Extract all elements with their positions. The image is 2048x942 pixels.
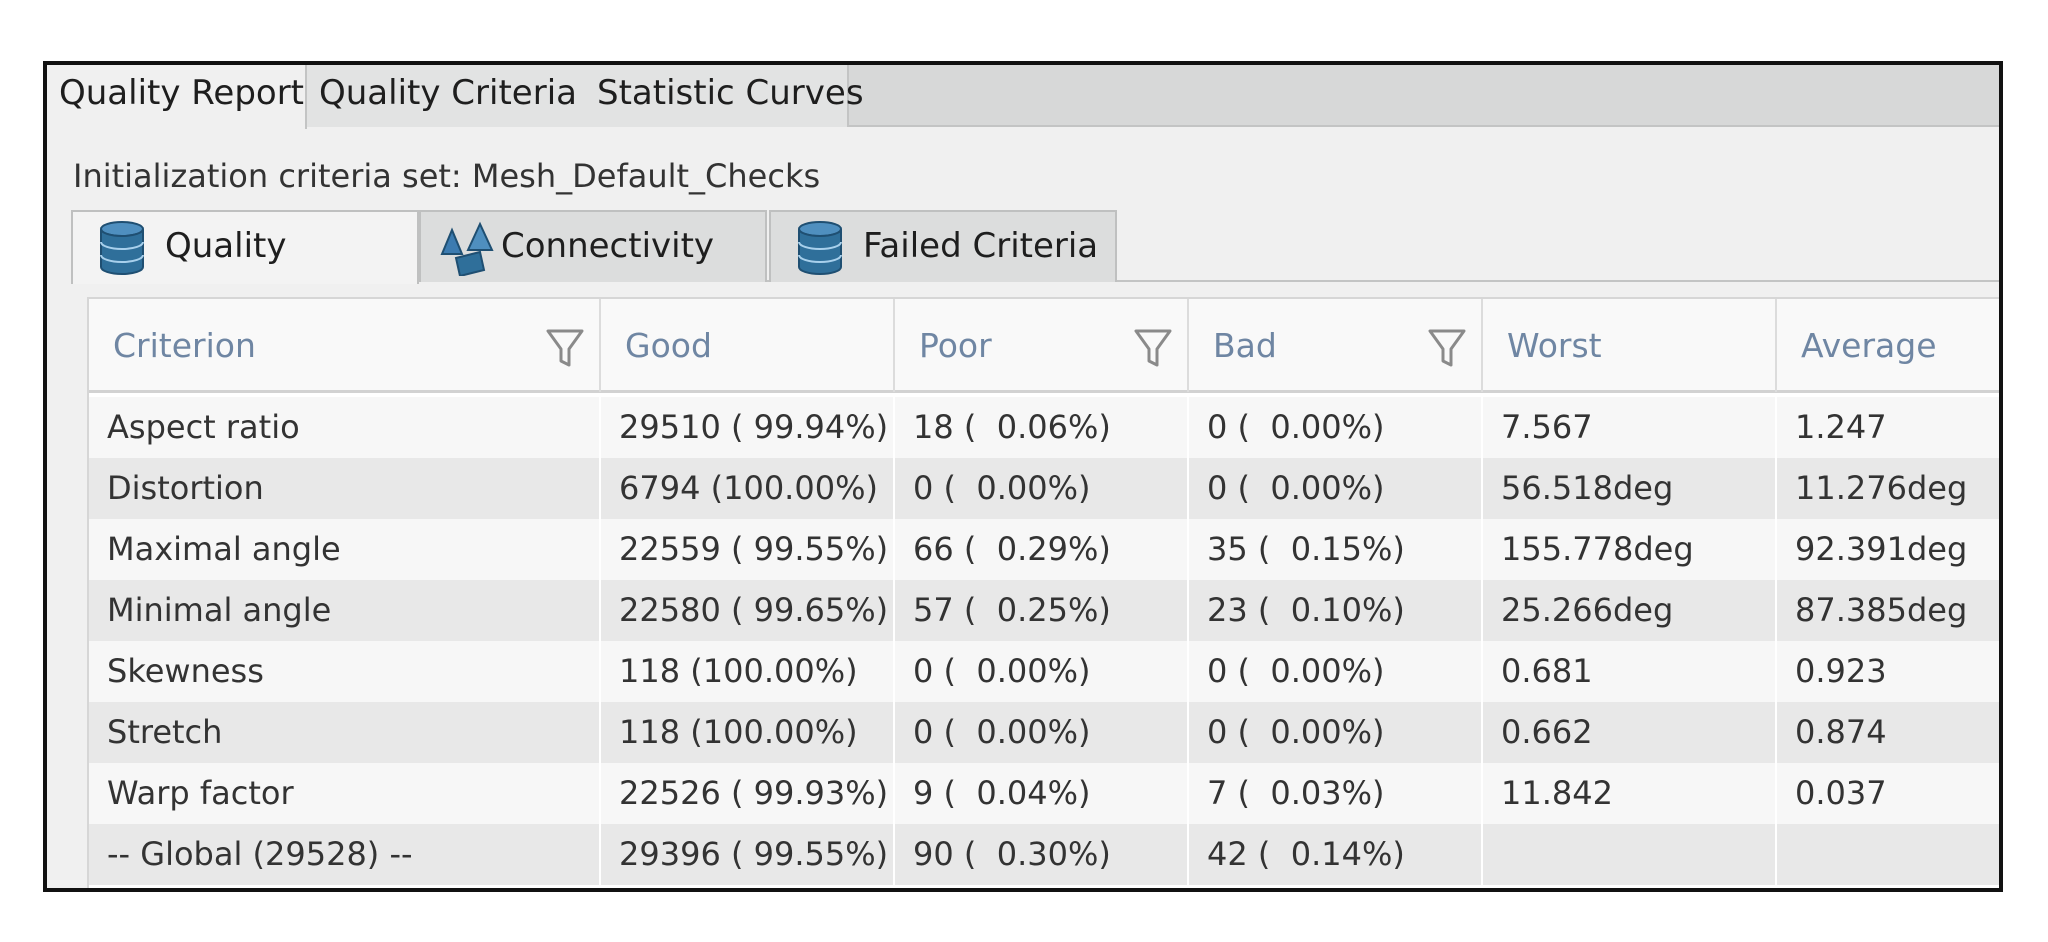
cell-bad: 42 ( 0.14%) — [1189, 824, 1483, 885]
cell-average: 0.037 — [1777, 763, 1999, 824]
filter-icon[interactable] — [1133, 327, 1173, 371]
cell-average: 92.391deg — [1777, 519, 1999, 580]
cell-bad: 23 ( 0.10%) — [1189, 580, 1483, 641]
column-header-label: Criterion — [113, 326, 256, 365]
cell-poor: 0 ( 0.00%) — [895, 702, 1189, 763]
cell-average: 87.385deg — [1777, 580, 1999, 641]
table-row[interactable]: Warp factor 22526 ( 99.93%) 9 ( 0.04%) 7… — [89, 763, 1999, 824]
cell-criterion: Skewness — [89, 641, 601, 702]
cell-average: 0.874 — [1777, 702, 1999, 763]
column-header-average[interactable]: Average — [1777, 299, 1999, 392]
cell-good: 29510 ( 99.94%) — [601, 397, 895, 458]
filter-icon[interactable] — [1427, 327, 1467, 371]
subtab-connectivity[interactable]: Connectivity — [419, 210, 767, 282]
filter-icon[interactable] — [545, 327, 585, 371]
column-header-label: Bad — [1213, 326, 1277, 365]
cell-criterion: Warp factor — [89, 763, 601, 824]
cell-bad: 0 ( 0.00%) — [1189, 458, 1483, 519]
shapes-icon — [440, 221, 494, 276]
cell-worst: 155.778deg — [1483, 519, 1777, 580]
cell-worst — [1483, 824, 1777, 885]
cell-poor: 0 ( 0.00%) — [895, 641, 1189, 702]
cell-good: 22559 ( 99.55%) — [601, 519, 895, 580]
cell-poor: 66 ( 0.29%) — [895, 519, 1189, 580]
cell-good: 118 (100.00%) — [601, 702, 895, 763]
cell-worst: 0.681 — [1483, 641, 1777, 702]
column-header-label: Poor — [919, 326, 992, 365]
cell-bad: 35 ( 0.15%) — [1189, 519, 1483, 580]
cell-worst: 7.567 — [1483, 397, 1777, 458]
cell-worst: 56.518deg — [1483, 458, 1777, 519]
tab-statistic-curves[interactable]: Statistic Curves — [585, 65, 864, 127]
tab-quality-report[interactable]: Quality Report — [47, 65, 307, 129]
subtab-connectivity-label: Connectivity — [501, 226, 715, 266]
column-header-good[interactable]: Good — [601, 299, 895, 392]
cell-poor: 18 ( 0.06%) — [895, 397, 1189, 458]
cell-criterion: Distortion — [89, 458, 601, 519]
cell-good: 22526 ( 99.93%) — [601, 763, 895, 824]
subtab-failed-criteria-label: Failed Criteria — [863, 226, 1099, 266]
cell-good: 22580 ( 99.65%) — [601, 580, 895, 641]
cell-poor: 90 ( 0.30%) — [895, 824, 1189, 885]
tab-quality-criteria-label: Quality Criteria — [319, 73, 577, 113]
cell-bad: 0 ( 0.00%) — [1189, 397, 1483, 458]
cell-criterion: Stretch — [89, 702, 601, 763]
cell-average: 0.923 — [1777, 641, 1999, 702]
cell-average: 11.276deg — [1777, 458, 1999, 519]
top-tab-strip: Quality Report Quality Criteria Statisti… — [47, 65, 1999, 129]
tab-quality-report-label: Quality Report — [59, 73, 305, 113]
subtab-quality[interactable]: Quality — [71, 210, 419, 284]
cell-worst: 25.266deg — [1483, 580, 1777, 641]
cell-criterion: Minimal angle — [89, 580, 601, 641]
cell-bad: 0 ( 0.00%) — [1189, 641, 1483, 702]
cell-criterion: Aspect ratio — [89, 397, 601, 458]
criteria-set-label: Initialization criteria set: Mesh_Defaul… — [73, 157, 821, 195]
table-header: Criterion Good Poor Bad W — [89, 297, 1999, 393]
column-header-label: Average — [1801, 326, 1937, 365]
column-header-criterion[interactable]: Criterion — [89, 299, 601, 392]
cell-average: 1.247 — [1777, 397, 1999, 458]
column-header-label: Worst — [1507, 326, 1602, 365]
cell-bad: 0 ( 0.00%) — [1189, 702, 1483, 763]
quality-table: Criterion Good Poor Bad W — [87, 297, 1999, 888]
cell-good: 6794 (100.00%) — [601, 458, 895, 519]
cell-good: 29396 ( 99.55%) — [601, 824, 895, 885]
database-icon — [798, 221, 842, 275]
cell-poor: 9 ( 0.04%) — [895, 763, 1189, 824]
table-row[interactable]: Minimal angle 22580 ( 99.65%) 57 ( 0.25%… — [89, 580, 1999, 641]
table-row[interactable]: Maximal angle 22559 ( 99.55%) 66 ( 0.29%… — [89, 519, 1999, 580]
cell-bad: 7 ( 0.03%) — [1189, 763, 1483, 824]
cell-criterion: -- Global (29528) -- — [89, 824, 601, 885]
table-row[interactable]: Skewness 118 (100.00%) 0 ( 0.00%) 0 ( 0.… — [89, 641, 1999, 702]
cell-worst: 0.662 — [1483, 702, 1777, 763]
tab-quality-criteria[interactable]: Quality Criteria — [307, 65, 585, 127]
cell-good: 118 (100.00%) — [601, 641, 895, 702]
tab-statistic-curves-label: Statistic Curves — [597, 73, 864, 113]
cell-average — [1777, 824, 1999, 885]
cell-poor: 57 ( 0.25%) — [895, 580, 1189, 641]
subtab-failed-criteria[interactable]: Failed Criteria — [769, 210, 1117, 282]
cell-criterion: Maximal angle — [89, 519, 601, 580]
column-header-bad[interactable]: Bad — [1189, 299, 1483, 392]
column-header-label: Good — [625, 326, 712, 365]
table-row[interactable]: Aspect ratio 29510 ( 99.94%) 18 ( 0.06%)… — [89, 397, 1999, 458]
database-icon — [100, 221, 144, 275]
table-row[interactable]: Stretch 118 (100.00%) 0 ( 0.00%) 0 ( 0.0… — [89, 702, 1999, 763]
column-header-poor[interactable]: Poor — [895, 299, 1189, 392]
quality-report-window: Quality Report Quality Criteria Statisti… — [43, 61, 2003, 892]
subtab-quality-label: Quality — [165, 226, 287, 266]
cell-worst: 11.842 — [1483, 763, 1777, 824]
table-row[interactable]: Distortion 6794 (100.00%) 0 ( 0.00%) 0 (… — [89, 458, 1999, 519]
column-header-worst[interactable]: Worst — [1483, 299, 1777, 392]
table-row-global[interactable]: -- Global (29528) -- 29396 ( 99.55%) 90 … — [89, 824, 1999, 885]
cell-poor: 0 ( 0.00%) — [895, 458, 1189, 519]
